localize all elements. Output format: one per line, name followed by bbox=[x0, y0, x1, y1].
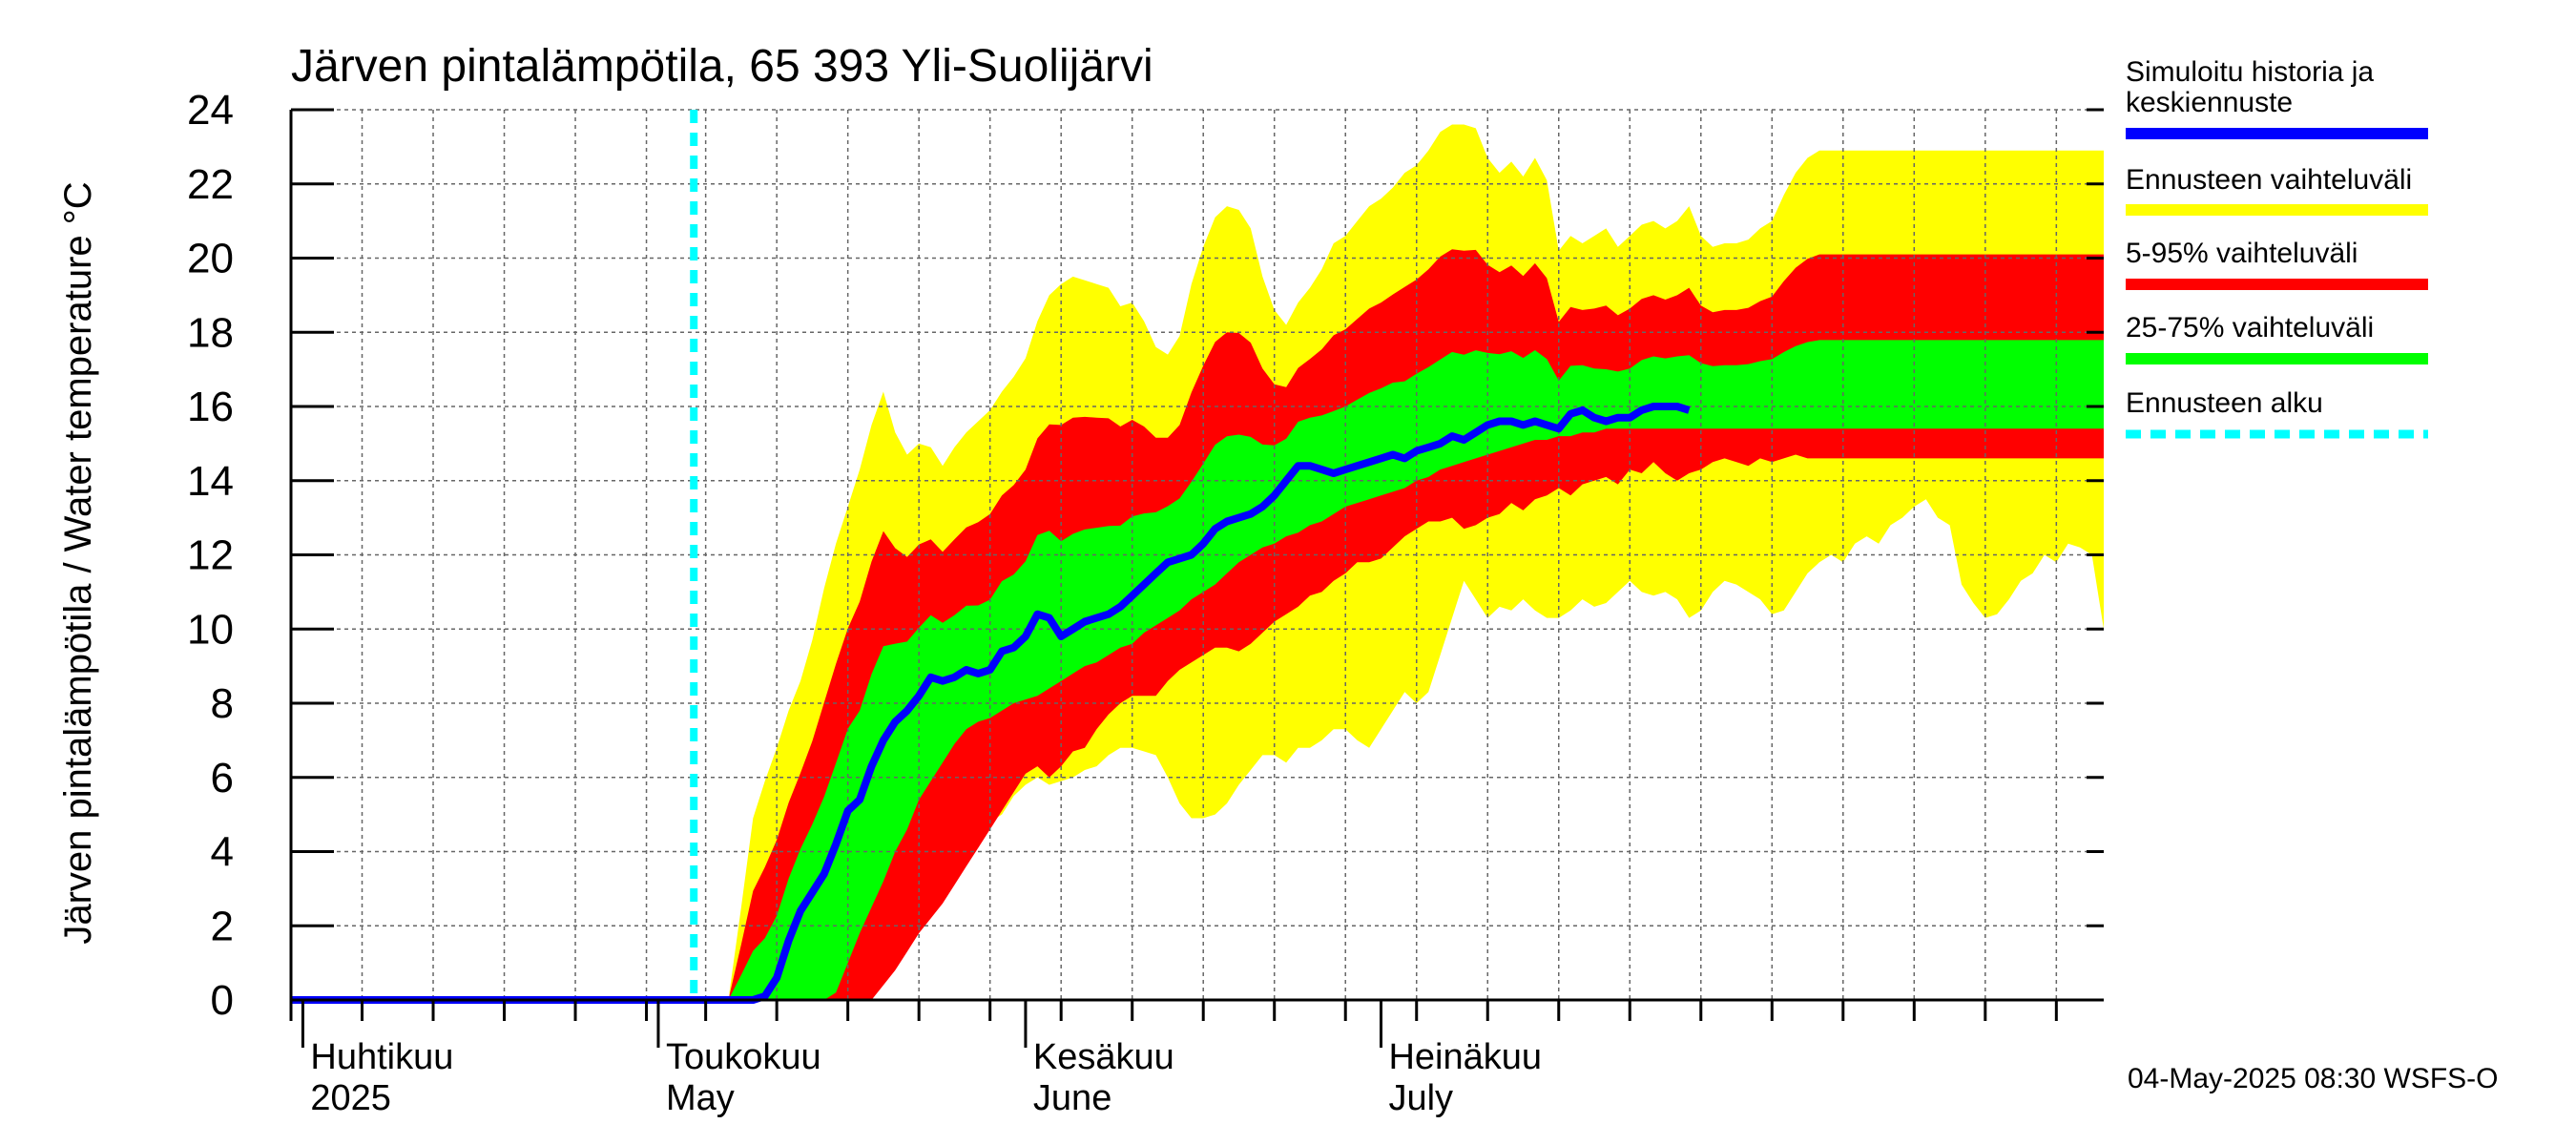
axes bbox=[289, 108, 2104, 1048]
month-label-fi: Heinäkuu bbox=[1388, 1037, 1542, 1077]
month-label-en: 2025 bbox=[310, 1078, 391, 1118]
y-axis-label: Järven pintalämpötila / Water temperatur… bbox=[57, 181, 99, 944]
month-label-en: July bbox=[1388, 1078, 1453, 1118]
y-tick-label: 0 bbox=[211, 977, 234, 1024]
month-label-fi: Huhtikuu bbox=[310, 1037, 453, 1077]
legend-label: Ennusteen vaihteluväli bbox=[2126, 164, 2412, 196]
footer-timestamp: 04-May-2025 08:30 WSFS-O bbox=[2128, 1063, 2499, 1094]
grid-lines bbox=[290, 109, 2104, 1001]
y-tick-label: 6 bbox=[211, 755, 234, 802]
y-tick-label: 2 bbox=[211, 903, 234, 949]
y-tick-label: 20 bbox=[187, 236, 234, 282]
legend-label: Simuloitu historia ja bbox=[2126, 56, 2374, 88]
month-label-en: June bbox=[1033, 1078, 1111, 1118]
legend-label: Ennusteen alku bbox=[2126, 387, 2323, 419]
y-tick-label: 12 bbox=[187, 532, 234, 579]
y-tick-label: 16 bbox=[187, 384, 234, 430]
y-tick-label: 22 bbox=[187, 161, 234, 208]
y-tick-label: 10 bbox=[187, 606, 234, 653]
y-tick-label: 4 bbox=[211, 829, 234, 876]
series-line-keskiennuste bbox=[291, 403, 1691, 1004]
y-tick-label: 8 bbox=[211, 680, 234, 727]
y-tick-label: 18 bbox=[187, 309, 234, 356]
band-5-95 bbox=[729, 249, 2104, 1000]
tick-labels: 024681012141618202224Huhtikuu2025Toukoku… bbox=[187, 87, 1542, 1118]
y-tick-label: 14 bbox=[187, 458, 234, 505]
month-label-fi: Kesäkuu bbox=[1033, 1037, 1174, 1077]
y-tick-label: 24 bbox=[187, 87, 234, 134]
series-lines bbox=[291, 110, 1691, 1004]
legend-label: 5-95% vaihteluväli bbox=[2126, 238, 2358, 269]
chart-title: Järven pintalämpötila, 65 393 Yli-Suolij… bbox=[291, 41, 1153, 92]
legend-label: 25-75% vaihteluväli bbox=[2126, 312, 2374, 344]
month-label-fi: Toukokuu bbox=[666, 1037, 821, 1077]
legend-label-line2: keskiennuste bbox=[2126, 87, 2293, 118]
month-label-en: May bbox=[666, 1078, 735, 1118]
